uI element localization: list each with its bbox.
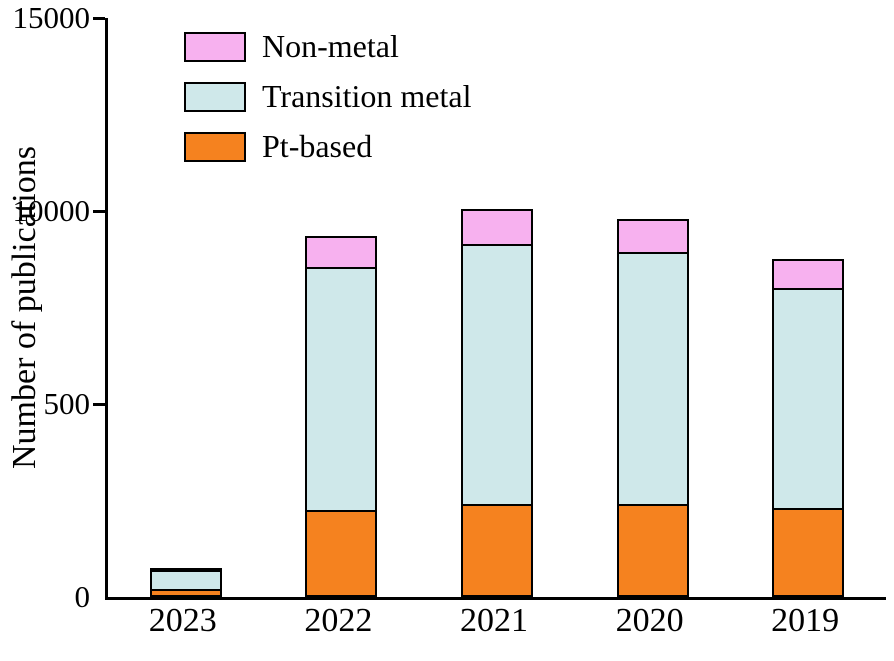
y-tick-mark	[93, 209, 105, 213]
stacked-bar	[772, 18, 845, 597]
bar-segment-non-metal	[616, 218, 689, 254]
bar-group-2019	[730, 18, 886, 597]
bar-segment-transition-metal	[460, 243, 533, 507]
legend: Non-metal Transition metal Pt-based	[184, 28, 471, 165]
bar-group-2021	[419, 18, 575, 597]
bar-group-2022	[264, 18, 420, 597]
bar-segment-transition-metal	[149, 570, 222, 592]
bar-segment-pt-based	[460, 504, 533, 597]
bar-segment-pt-based	[305, 510, 378, 597]
y-axis-title: Number of publications	[6, 146, 43, 469]
legend-item: Pt-based	[184, 128, 471, 165]
bars-container	[108, 18, 886, 597]
legend-swatch-icon	[184, 31, 246, 62]
legend-item: Non-metal	[184, 28, 471, 65]
bar-segment-pt-based	[616, 504, 689, 597]
bar-segment-pt-based	[772, 508, 845, 597]
x-tick-label: 2022	[304, 602, 373, 639]
bar-segment-pt-based	[149, 589, 222, 597]
stacked-bar	[305, 18, 378, 597]
bar-segment-transition-metal	[305, 267, 378, 513]
bar-group-2020	[575, 18, 731, 597]
legend-swatch-icon	[184, 131, 246, 162]
stacked-bar	[149, 18, 222, 597]
stacked-bar	[616, 18, 689, 597]
legend-swatch-icon	[184, 81, 246, 112]
legend-label: Pt-based	[262, 128, 373, 164]
bar-segment-non-metal	[772, 259, 845, 291]
x-tick-label: 2021	[459, 602, 528, 639]
legend-label: Transition metal	[262, 78, 472, 114]
legend-item: Transition metal	[184, 78, 471, 115]
legend-label: Non-metal	[262, 28, 399, 64]
x-axis-labels: 2023 2022 2021 2020 2019	[105, 602, 883, 640]
bar-segment-transition-metal	[772, 288, 845, 511]
x-tick-label: 2019	[771, 602, 840, 639]
bar-segment-transition-metal	[616, 251, 689, 507]
y-tick-mark	[93, 16, 105, 20]
plot-area: 0 500 10000 15000 Non-metal Transition metal…	[13, 0, 886, 614]
x-tick-label: 2023	[148, 602, 217, 639]
bar-segment-non-metal	[460, 209, 533, 246]
bar-segment-non-metal	[305, 236, 378, 270]
stacked-bar	[460, 18, 533, 597]
y-tick-mark	[93, 402, 105, 406]
x-tick-label: 2020	[615, 602, 684, 639]
bar-group-2023	[108, 18, 264, 597]
